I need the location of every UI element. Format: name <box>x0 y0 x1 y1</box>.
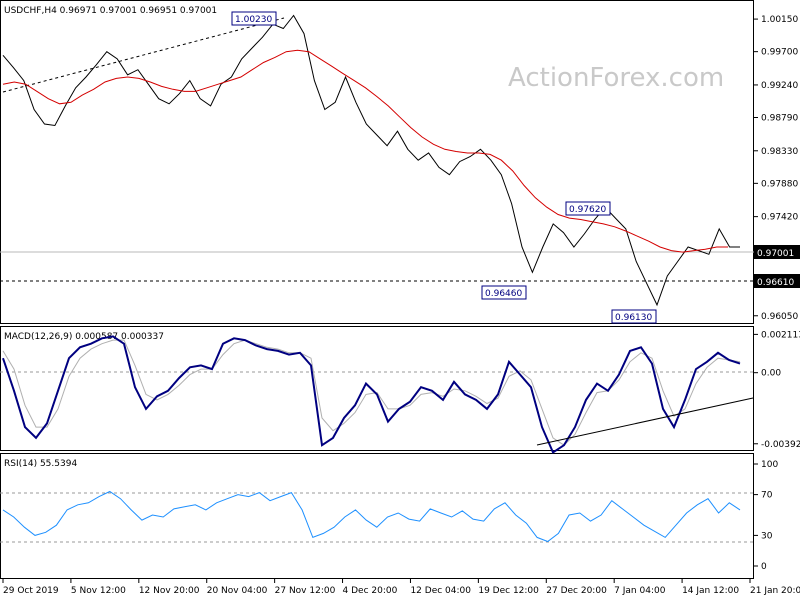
macd-support-line <box>536 397 754 446</box>
macd-tick-label: 0.00 <box>761 369 781 379</box>
annotation-0-96460: 0.96460 <box>481 285 527 300</box>
x-tick-label: 29 Oct 2019 <box>3 586 59 596</box>
rsi-tick-label: 0 <box>761 562 767 572</box>
annotation-1-00230: 1.00230 <box>231 11 277 26</box>
svg-text:0.97001: 0.97001 <box>757 249 794 259</box>
price-tick-label: 0.98790 <box>761 113 798 123</box>
macd-tick-label: 0.002113 <box>761 330 800 340</box>
price-tick-label: 0.97880 <box>761 179 798 189</box>
svg-text:0.97620: 0.97620 <box>569 205 606 215</box>
macd-signal-series <box>2 339 741 446</box>
level-badge: 0.96610 <box>754 274 800 288</box>
x-tick-label: 27 Dec 20:00 <box>546 586 607 596</box>
macd-panel-frame <box>0 326 754 451</box>
x-tick-label: 20 Nov 04:00 <box>207 586 268 596</box>
price-tick-label: 0.99240 <box>761 81 798 91</box>
x-tick-label: 14 Jan 12:00 <box>682 586 739 596</box>
x-tick-label: 7 Jan 04:00 <box>614 586 666 596</box>
rsi-series <box>2 490 741 543</box>
svg-text:0.96610: 0.96610 <box>757 278 794 288</box>
macd-series <box>2 335 741 454</box>
price-tick-label: 1.00150 <box>761 15 798 25</box>
rsi-label: RSI(14) 55.5394 <box>4 459 77 469</box>
ohlc-label: USDCHF,H4 0.96971 0.97001 0.96951 0.9700… <box>4 6 217 16</box>
annotation-0-96130: 0.96130 <box>611 309 657 324</box>
price-tick-label: 0.98330 <box>761 147 798 157</box>
price-panel-frame <box>0 0 754 324</box>
rsi-tick-label: 100 <box>761 460 778 470</box>
x-tick-label: 12 Dec 04:00 <box>410 586 471 596</box>
macd-axis: 0.002113 0.00 -0.003922 <box>754 330 800 450</box>
price-tick-label: 0.97420 <box>761 213 798 223</box>
rsi-axis: 100 70 30 0 <box>754 460 778 572</box>
svg-text:0.96130: 0.96130 <box>615 313 652 323</box>
x-tick-label: 27 Nov 12:00 <box>275 586 336 596</box>
annotation-0-97620: 0.97620 <box>565 201 611 216</box>
rsi-tick-label: 70 <box>761 491 773 501</box>
price-series <box>2 14 740 307</box>
watermark: ActionForex.com <box>508 63 724 93</box>
trend-line-dashed <box>2 17 285 93</box>
time-axis: 29 Oct 2019 5 Nov 12:00 12 Nov 20:00 20 Nov… <box>2 579 800 596</box>
macd-tick-label: -0.003922 <box>761 440 800 450</box>
x-tick-label: 12 Nov 20:00 <box>139 586 200 596</box>
x-tick-label: 19 Dec 12:00 <box>478 586 539 596</box>
svg-text:1.00230: 1.00230 <box>235 15 272 25</box>
current-price-badge: 0.97001 <box>754 245 800 259</box>
price-tick-label: 0.96050 <box>761 312 798 322</box>
x-tick-label: 4 Dec 20:00 <box>343 586 398 596</box>
macd-label: MACD(12,26,9) 0.000587 0.000337 <box>4 332 164 342</box>
rsi-panel-frame <box>0 453 754 579</box>
price-tick-label: 0.99700 <box>761 48 798 58</box>
x-tick-label: 21 Jan 20:00 <box>750 586 800 596</box>
svg-text:0.96460: 0.96460 <box>485 289 522 299</box>
ema-series <box>2 49 728 253</box>
rsi-tick-label: 30 <box>761 531 773 541</box>
x-tick-label: 5 Nov 12:00 <box>71 586 126 596</box>
